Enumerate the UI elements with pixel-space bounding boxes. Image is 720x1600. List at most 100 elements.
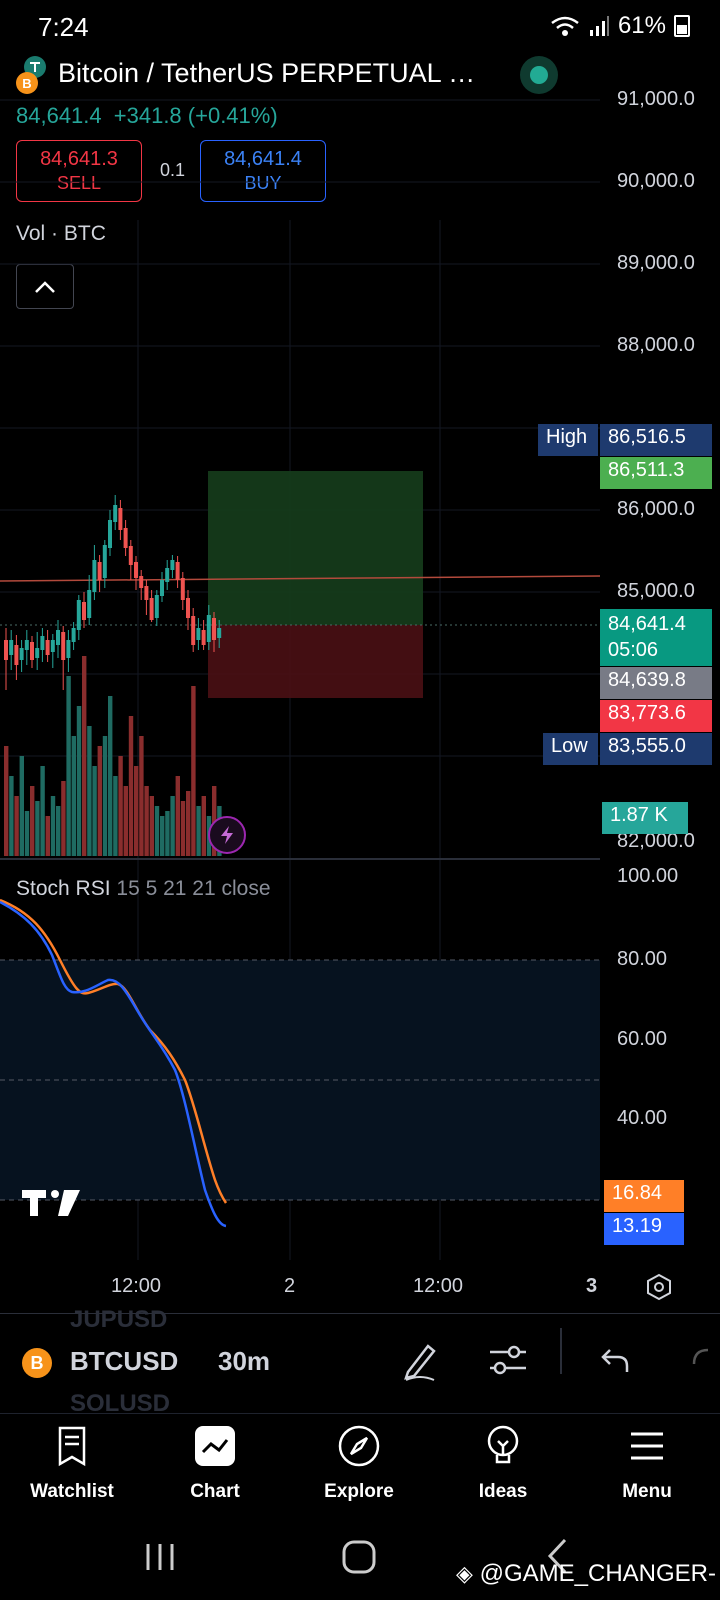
lightning-alert-button[interactable] <box>208 816 246 854</box>
volume-bar <box>14 796 19 856</box>
candle <box>118 508 123 530</box>
volume-bar <box>4 746 9 856</box>
symbol-selector[interactable]: BTCUSD <box>70 1346 179 1376</box>
candle <box>14 645 19 665</box>
volume-bars <box>4 656 222 856</box>
volume-bar <box>160 816 165 856</box>
buy-button[interactable]: 84,641.4 BUY <box>200 140 326 202</box>
stoch-tick: 80.00 <box>617 948 668 970</box>
candle <box>201 630 206 645</box>
stoch-d-line <box>0 900 227 1228</box>
low-label: Low <box>543 733 598 765</box>
price-tick: 91,000.0 <box>617 88 695 110</box>
nav-chart-label: Chart <box>190 1481 240 1502</box>
status-time: 7:24 <box>38 12 89 42</box>
nav-watchlist[interactable]: Watchlist <box>12 1424 132 1503</box>
volume-bar <box>113 776 118 856</box>
candle <box>160 580 164 596</box>
candle <box>196 628 201 640</box>
symbol-scroll-prev: JUPUSD <box>70 1306 168 1333</box>
chart-settings-button[interactable] <box>644 1272 674 1307</box>
volume-bar <box>170 796 175 856</box>
recent-apps-icon[interactable] <box>142 1540 178 1574</box>
volume-bar <box>144 786 149 856</box>
candle <box>87 590 92 618</box>
candle <box>97 562 102 580</box>
order-quantity[interactable]: 0.1 <box>160 160 186 180</box>
candle <box>24 640 29 650</box>
symbol-logo[interactable]: B <box>16 56 50 94</box>
nav-watchlist-label: Watchlist <box>30 1481 114 1502</box>
diamond-logo-icon: ◈ <box>456 1561 473 1586</box>
candle <box>139 576 144 588</box>
chart-icon <box>195 1426 235 1466</box>
signal-icon <box>589 16 609 36</box>
volume-bar <box>108 696 113 856</box>
watermark: ◈ @GAME_CHANGER- <box>456 1560 716 1588</box>
price-chart[interactable] <box>0 0 600 1280</box>
volume-bar <box>82 656 87 856</box>
price-change: +341.8 (+0.41%) <box>113 103 278 128</box>
lightbulb-icon <box>487 1425 519 1464</box>
indicators-button[interactable] <box>488 1342 528 1383</box>
sell-price: 84,641.3 <box>40 148 118 170</box>
stoch-k-tag: 16.84 <box>604 1180 684 1212</box>
price-tick: 88,000.0 <box>617 334 695 356</box>
volume-bar <box>196 806 201 856</box>
wifi-icon <box>551 16 579 36</box>
candle <box>191 616 196 645</box>
pencil-icon <box>404 1344 436 1381</box>
candle <box>149 598 154 620</box>
market-status-indicator[interactable] <box>520 56 558 94</box>
candle <box>123 528 128 548</box>
candle <box>108 520 112 548</box>
symbol-scroll-next: SOLUSD <box>70 1390 171 1417</box>
volume-indicator-label[interactable]: Vol · BTC <box>16 222 106 245</box>
redo-button[interactable] <box>690 1344 720 1374</box>
candle <box>76 600 81 630</box>
volume-bar <box>40 766 45 856</box>
candle <box>206 615 211 642</box>
candle <box>154 595 159 618</box>
system-navigation-bar <box>0 1528 720 1600</box>
candle <box>180 578 185 600</box>
stop-loss-zone <box>208 625 423 698</box>
stoch-d-tag: 13.19 <box>604 1213 684 1245</box>
candle <box>45 640 50 655</box>
volume-bar <box>186 791 191 856</box>
stoch-tick: 60.00 <box>617 1028 668 1050</box>
price-tick: 90,000.0 <box>617 170 695 192</box>
volume-bar <box>201 796 206 856</box>
volume-bar <box>66 676 71 856</box>
volume-bar <box>87 726 92 856</box>
volume-bar <box>175 776 180 856</box>
stoch-rsi-chart[interactable] <box>0 860 600 1260</box>
candle <box>102 545 107 578</box>
candle <box>61 632 66 660</box>
nav-explore[interactable]: Explore <box>299 1424 419 1503</box>
nav-menu[interactable]: Menu <box>587 1424 707 1503</box>
volume-bar <box>56 806 61 856</box>
home-icon[interactable] <box>340 1538 378 1576</box>
volume-bar <box>180 801 186 856</box>
stoch-rsi-params: 15 5 21 21 close <box>116 877 271 900</box>
current-price-value: 84,641.4 <box>608 613 686 635</box>
volume-bar <box>128 716 134 856</box>
sell-button[interactable]: 84,641.3 SELL <box>16 140 142 202</box>
symbol-title[interactable]: Bitcoin / TetherUS PERPETUAL … <box>58 58 476 88</box>
interval-selector[interactable]: 30m <box>218 1346 271 1376</box>
last-price: 84,641.4 <box>16 103 102 128</box>
candle <box>175 562 180 580</box>
candle <box>165 568 170 582</box>
high-label: High <box>538 424 598 456</box>
undo-button[interactable] <box>600 1346 630 1379</box>
bitcoin-icon: B <box>16 72 38 94</box>
drawing-tools-button[interactable] <box>400 1338 440 1387</box>
volume-bar <box>45 816 50 856</box>
entry-price-tag: 83,773.6 <box>600 700 712 732</box>
stoch-rsi-label[interactable]: Stoch RSI 15 5 21 21 close <box>16 877 271 901</box>
back-icon[interactable] <box>545 1536 569 1576</box>
tradingview-logo <box>22 1190 80 1216</box>
nav-chart[interactable]: Chart <box>155 1424 275 1503</box>
nav-ideas[interactable]: Ideas <box>443 1424 563 1503</box>
